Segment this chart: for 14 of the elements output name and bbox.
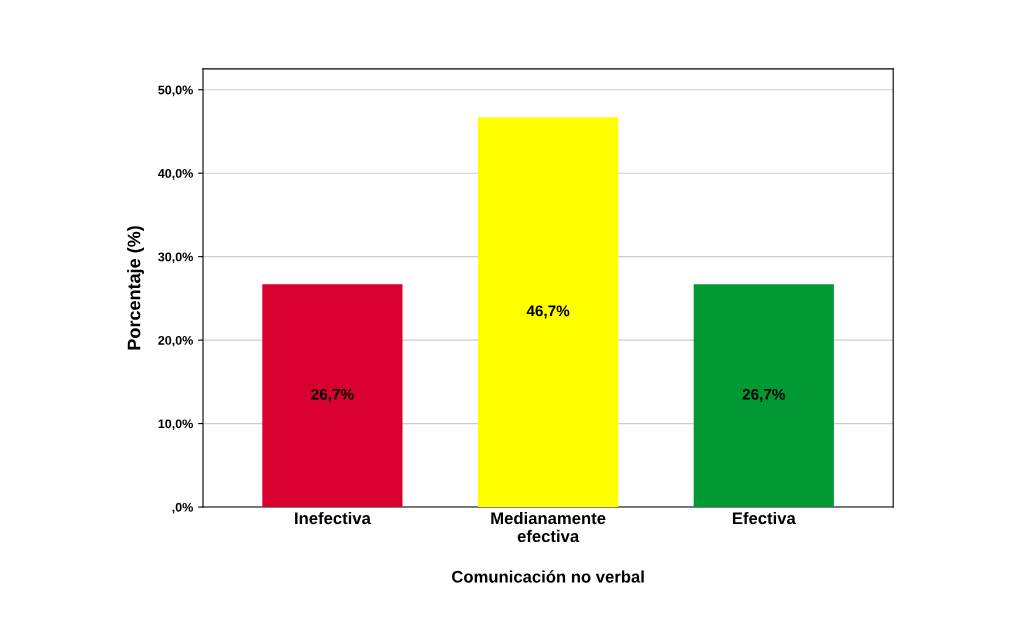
y-tick-label: 30,0% [158, 252, 193, 264]
x-axis-title: Comunicación no verbal [452, 570, 644, 583]
y-tick-label: 40,0% [158, 168, 193, 180]
y-tick-label: 10,0% [158, 419, 193, 431]
y-tick-label: ,0% [172, 502, 193, 514]
data-label: 26,7% [311, 388, 354, 402]
data-label: 46,7% [526, 305, 570, 319]
y-tick-label: 20,0% [158, 335, 193, 347]
x-tick-label: Inefectiva [295, 511, 371, 525]
data-label: 26,7% [742, 388, 786, 402]
y-axis-title: Porcentaje (%) [127, 226, 144, 350]
x-tick-label: Medianamente efectiva [491, 511, 606, 543]
y-tick-label: 50,0% [158, 85, 193, 97]
x-tick-label: Efectiva [732, 511, 796, 525]
